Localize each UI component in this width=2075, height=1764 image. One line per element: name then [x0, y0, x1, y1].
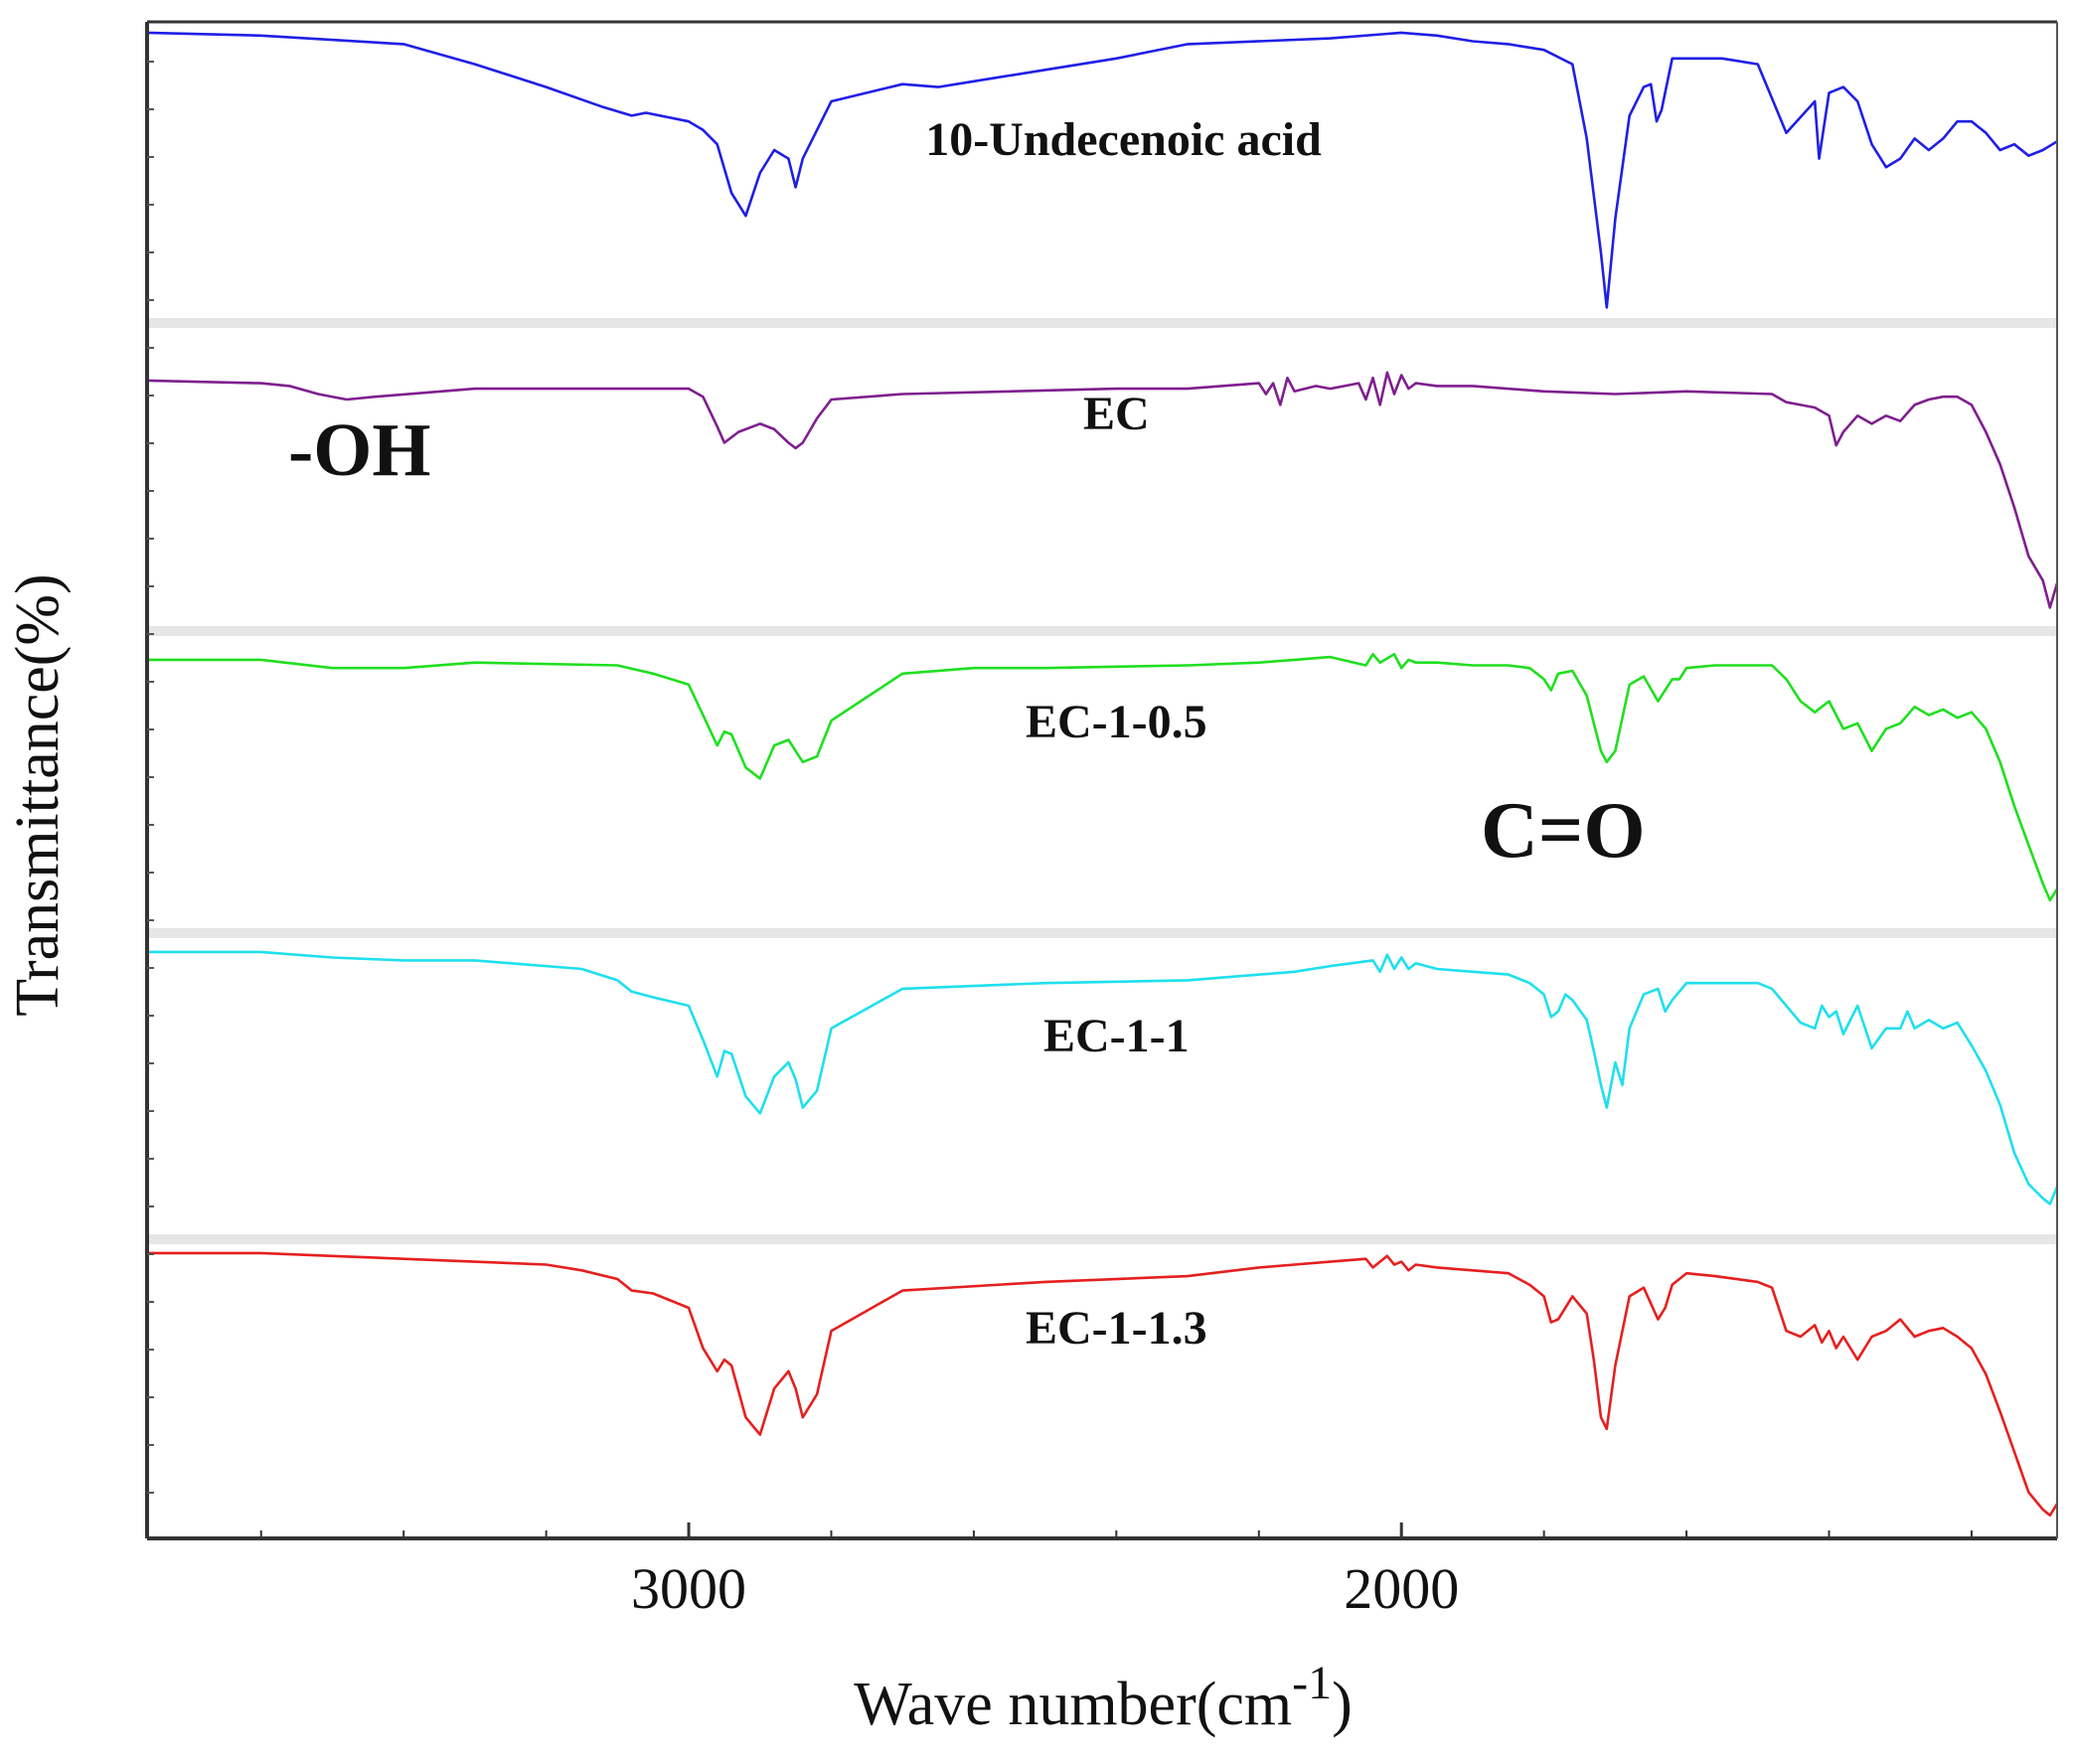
series-line-ec [146, 371, 2059, 609]
panel-separator-4 [147, 1234, 2057, 1244]
spectra-panels: 10-Undecenoic acid EC EC-1-0.5 EC-1-1 EC-1-1… [146, 31, 2059, 1518]
series-line-ec-1-1-3 [147, 1251, 2059, 1518]
x-axis-title: Wave number(cm-1) [854, 1657, 1353, 1738]
series-panel-2: EC [146, 371, 2059, 609]
series-label: EC-1-0.5 [1026, 696, 1207, 748]
series-label: EC-1-1.3 [1026, 1302, 1207, 1355]
annotation-1: -OH [288, 408, 431, 492]
panel-separator-3 [147, 928, 2057, 938]
axes: 3000 2000 [145, 20, 2058, 1621]
x-axis-title-text: Wave number(cm [854, 1671, 1292, 1738]
series-panel-1: 10-Undecenoic acid [146, 31, 2058, 309]
series-line-ec-1-1 [147, 950, 2059, 1205]
series-label: EC [1083, 388, 1150, 440]
series-label: EC-1-1 [1043, 1010, 1190, 1062]
y-axis-title: Transmittance(%) [4, 573, 72, 1016]
panel-separator-2 [147, 626, 2057, 636]
series-panel-4: EC-1-1 [147, 950, 2059, 1205]
series-label: 10-Undecenoic acid [925, 113, 1322, 166]
series-line-10-undecenoic-acid [146, 31, 2058, 309]
series-panel-3: EC-1-0.5 [147, 653, 2059, 902]
x-axis-title-superscript: -1 [1292, 1657, 1332, 1709]
x-tick-label: 2000 [1344, 1556, 1459, 1621]
x-tick-label: 3000 [631, 1556, 746, 1621]
panel-separator-1 [147, 318, 2057, 328]
annotation-2: C=O [1481, 787, 1646, 875]
series-panel-5: EC-1-1.3 [147, 1251, 2059, 1518]
series-line-ec-1-0-5 [147, 653, 2059, 902]
x-axis-title-close: ) [1332, 1671, 1353, 1738]
